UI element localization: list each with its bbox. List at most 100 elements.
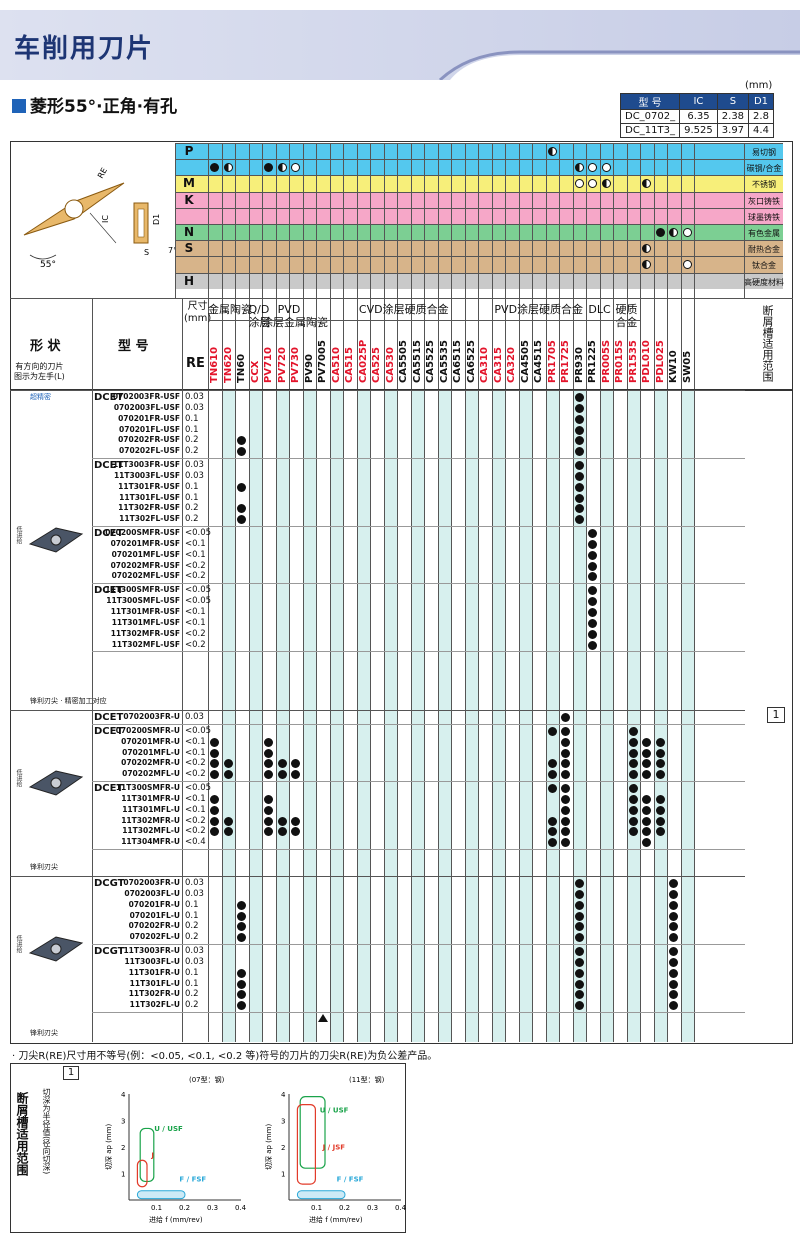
recommended-symbol	[628, 770, 638, 780]
recommended-symbol	[588, 572, 597, 582]
ring-icon	[682, 228, 692, 237]
grade-label: CA320	[506, 347, 517, 383]
re-value: 0.03	[185, 392, 204, 402]
recommended-symbol	[588, 597, 597, 607]
re-value: <0.1	[185, 617, 206, 628]
column-shade	[383, 390, 397, 1042]
x-tick-label: 0.3	[367, 1204, 378, 1212]
model-code: 070201FL-USF	[119, 424, 180, 434]
re-value: 0.03	[185, 878, 204, 888]
series-area-F	[136, 1190, 186, 1200]
grade-label: TN620	[222, 346, 234, 383]
series-name: DCGT	[94, 878, 125, 889]
recommended-symbol	[574, 933, 584, 943]
grade-label: CA315	[492, 347, 504, 383]
recommended-symbol	[574, 471, 584, 481]
grade-group-label: Q/D 涂层	[248, 303, 271, 329]
recommended-symbol	[264, 163, 273, 173]
spec-cell: 2.38	[716, 109, 750, 124]
x-tick-label: 0.1	[311, 1204, 322, 1212]
group-underline	[248, 320, 262, 321]
grade-group-label: PVD 涂层金属陶瓷	[262, 303, 328, 329]
column-line	[653, 143, 655, 1042]
recommended-symbol	[669, 879, 678, 888]
x-tick-label: 0.1	[151, 1204, 162, 1212]
series-label: J	[150, 1152, 154, 1160]
unit-label: (mm)	[745, 80, 773, 91]
recommended-symbol	[561, 748, 570, 758]
material-name: 钛合金	[752, 261, 776, 271]
series-area-F	[296, 1190, 346, 1200]
x-tick-label: 0.2	[179, 1204, 190, 1212]
recommended-symbol	[237, 515, 246, 525]
grade-label: PV720	[276, 347, 288, 383]
material-band	[175, 256, 783, 273]
half-circle-icon	[547, 147, 557, 156]
column-line	[464, 143, 466, 1042]
recommended-symbol	[264, 770, 273, 780]
model-code: 11T302FL-USF	[119, 514, 180, 524]
model-code: 070200SMFR-USF	[105, 528, 180, 538]
breaker-charts: (07型：钢) 0.1 0.2 0.3 0.4 1 2 3 4 进给 f (mm/rev) 切深 a…	[104, 1075, 407, 1224]
re-value: <0.05	[185, 783, 212, 794]
re-value: 0.03	[185, 946, 204, 957]
grade-group-label: PVD涂层硬质合金	[494, 303, 584, 316]
x-tick-label: 0.2	[339, 1204, 350, 1212]
grade-label: PR1705	[546, 340, 558, 383]
recommended-symbol	[237, 990, 246, 1000]
recommended-symbol	[642, 816, 651, 826]
grade-label: PV90	[303, 354, 315, 383]
re-value: <0.1	[185, 793, 206, 804]
triangle-symbol	[318, 1014, 328, 1022]
recommended-symbol	[669, 1001, 678, 1011]
recommended-symbol	[264, 748, 273, 758]
grade-label: PR1535	[627, 340, 639, 383]
x-tick-label: 0.4	[395, 1204, 407, 1212]
recommended-symbol	[655, 805, 665, 815]
material-key: N	[183, 225, 195, 239]
grade-label: PR015S	[614, 339, 625, 383]
breaker-header: 断屑槽适用范围	[761, 305, 774, 382]
column-shade	[599, 390, 613, 1042]
recommended-symbol	[574, 968, 584, 978]
recommended-symbol	[237, 900, 246, 910]
model-code: 11T301MFR-U	[121, 793, 180, 803]
model-code: 11T300SMFL-USF	[106, 596, 180, 606]
group-underline	[613, 320, 640, 321]
model-code: 070200SMFR-U	[115, 725, 180, 735]
footnote: · 刀尖R(RE)尺寸用不等号(例：<0.05, <0.1, <0.2 等)符号…	[12, 1051, 438, 1062]
angle-label: 55°	[40, 260, 56, 270]
material-name: 高硬度材料	[744, 277, 784, 287]
material-key: M	[183, 176, 195, 191]
re-value: <0.2	[185, 560, 206, 571]
recommended-symbol	[642, 737, 651, 747]
material-band	[175, 175, 783, 192]
recommended-symbol	[210, 827, 219, 837]
y-tick-label: 1	[121, 1171, 125, 1179]
material-band	[175, 224, 783, 241]
series-label: U / USF	[154, 1125, 183, 1133]
half-circle-icon	[277, 163, 287, 173]
s-label: S	[144, 248, 149, 257]
size-col-line	[182, 298, 183, 1042]
grade-label: CA5505	[398, 340, 409, 383]
column-line	[599, 143, 601, 1042]
grade-label: PDL010	[641, 340, 652, 383]
column-shade	[275, 390, 289, 1042]
column-line	[221, 143, 223, 1042]
recommended-symbol	[588, 629, 597, 639]
grade-label: PR1725	[560, 340, 571, 383]
recommended-symbol	[561, 794, 570, 804]
grade-label: CA525	[371, 347, 382, 383]
column-line	[370, 143, 371, 1042]
recommended-symbol	[655, 816, 665, 826]
header-banner	[0, 10, 800, 80]
recommended-symbol	[574, 911, 584, 921]
recommended-symbol	[547, 816, 557, 826]
block-divider	[92, 781, 745, 783]
group-underline	[208, 320, 249, 321]
column-line	[478, 143, 479, 1042]
y-tick-label: 1	[281, 1171, 285, 1179]
grade-group-label: 金属陶瓷	[208, 303, 252, 316]
model-code: 11T3003FR-USF	[112, 460, 180, 470]
